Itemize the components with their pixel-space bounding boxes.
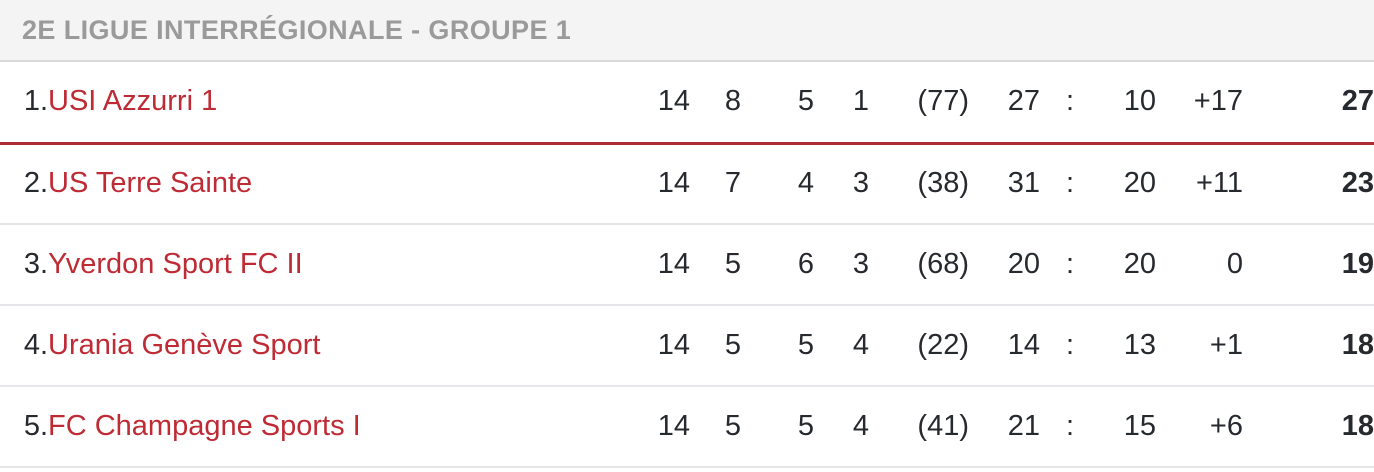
team-link[interactable]: FC Champagne Sports I [48,410,361,442]
rank-cell: 5. [23,410,48,442]
league-title: 2E LIGUE INTERRÉGIONALE - GROUPE 1 [22,14,572,45]
points-cell: 27 [1341,85,1374,118]
played-cell: 14 [657,329,690,361]
team-link[interactable]: Yverdon Sport FC II [48,248,303,280]
losses-cell: 3 [852,248,869,280]
goals-for-cell: 27 [1007,85,1040,118]
team-cell: Urania Genève Sport [48,305,634,386]
table-row: 5. FC Champagne Sports I 14 5 5 4 (41) 2… [0,386,1374,467]
bonus-cell: (22) [917,329,969,361]
goals-for-cell: 21 [1007,410,1040,442]
league-header: 2E LIGUE INTERRÉGIONALE - GROUPE 1 [0,0,1374,62]
draws-cell: 5 [797,85,814,118]
wins-cell: 5 [724,410,741,442]
bonus-cell: (68) [917,248,969,280]
wins-cell: 5 [724,248,741,280]
draws-cell: 6 [797,248,814,280]
team-cell: FC Champagne Sports I [48,386,634,467]
rank-cell: 1. [23,85,48,118]
bonus-cell: (41) [917,410,969,442]
played-cell: 14 [657,167,690,200]
goals-against-cell: 10 [1123,85,1156,118]
goal-diff-cell: +6 [1209,410,1243,442]
wins-cell: 8 [724,85,741,118]
goals-against-cell: 20 [1123,167,1156,200]
played-cell: 14 [657,410,690,442]
played-cell: 14 [657,248,690,280]
draws-cell: 5 [797,329,814,361]
rank-cell: 2. [23,167,48,200]
table-row: 1. USI Azzurri 1 14 8 5 1 (77) 27 : 10 +… [0,62,1374,143]
goals-against-cell: 13 [1123,329,1156,361]
table-row: 4. Urania Genève Sport 14 5 5 4 (22) 14 … [0,305,1374,386]
colon-separator: : [1065,248,1075,280]
standings-table: 1. USI Azzurri 1 14 8 5 1 (77) 27 : 10 +… [0,62,1374,468]
losses-cell: 4 [852,410,869,442]
goal-diff-cell: +11 [1195,167,1243,200]
points-cell: 18 [1341,329,1374,361]
points-cell: 19 [1341,248,1374,280]
table-row: 2. US Terre Sainte 14 7 4 3 (38) 31 : 20… [0,143,1374,224]
bonus-cell: (38) [917,167,969,200]
goal-diff-cell: +17 [1193,85,1243,118]
losses-cell: 4 [852,329,869,361]
rank-cell: 4. [23,329,48,361]
team-cell: USI Azzurri 1 [48,62,634,143]
team-link[interactable]: USI Azzurri 1 [48,85,218,118]
colon-separator: : [1065,410,1075,442]
goal-diff-cell: 0 [1226,248,1243,280]
goals-for-cell: 31 [1007,167,1040,200]
points-cell: 18 [1341,410,1374,442]
team-cell: US Terre Sainte [48,143,634,224]
draws-cell: 4 [797,167,814,200]
wins-cell: 7 [724,167,741,200]
losses-cell: 1 [852,85,869,118]
goals-for-cell: 14 [1007,329,1040,361]
bonus-cell: (77) [917,85,969,118]
draws-cell: 5 [797,410,814,442]
goals-against-cell: 20 [1123,248,1156,280]
colon-separator: : [1065,329,1075,361]
table-row: 3. Yverdon Sport FC II 14 5 6 3 (68) 20 … [0,224,1374,305]
team-link[interactable]: US Terre Sainte [48,167,253,200]
played-cell: 14 [657,85,690,118]
team-cell: Yverdon Sport FC II [48,224,634,305]
wins-cell: 5 [724,329,741,361]
points-cell: 23 [1341,167,1374,200]
colon-separator: : [1065,167,1075,200]
goal-diff-cell: +1 [1209,329,1243,361]
rank-cell: 3. [23,248,48,280]
goals-for-cell: 20 [1007,248,1040,280]
team-link[interactable]: Urania Genève Sport [48,329,321,361]
losses-cell: 3 [852,167,869,200]
goals-against-cell: 15 [1123,410,1156,442]
colon-separator: : [1065,85,1075,118]
